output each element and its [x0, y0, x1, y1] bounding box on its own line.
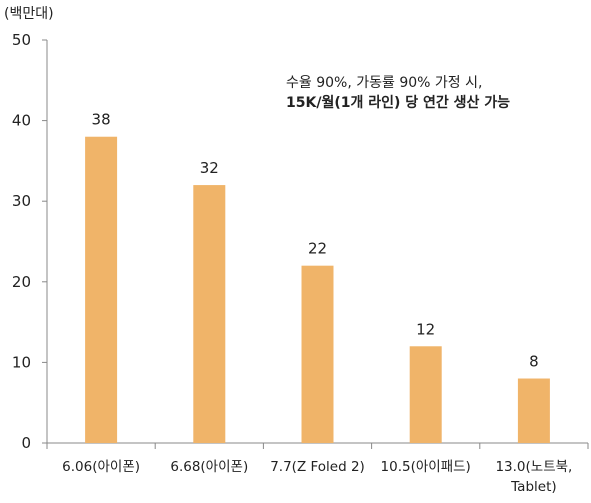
y-tick-label: 10: [12, 353, 31, 371]
x-category-label: 13.0(노트북,: [495, 459, 572, 475]
bar-value-label: 12: [416, 320, 435, 338]
bar: [301, 265, 334, 443]
x-category-label: 10.5(아이패드): [381, 459, 471, 475]
bar: [193, 185, 226, 443]
y-tick-label: 40: [12, 112, 31, 130]
y-axis-unit-label: (백만대): [4, 6, 54, 22]
x-category-label: Tablet): [510, 479, 556, 495]
annotation-line-2: 15K/월(1개 라인) 당 연간 생산 가능: [286, 95, 511, 111]
annotation-line-1: 수율 90%, 가동률 90% 가정 시,: [286, 75, 483, 91]
bar: [517, 378, 550, 443]
y-tick-label: 50: [12, 31, 31, 49]
x-category-label: 7.7(Z Foled 2): [270, 459, 365, 475]
y-tick-label: 0: [21, 434, 31, 452]
bar-value-label: 8: [529, 353, 539, 371]
bar-value-label: 38: [92, 111, 111, 129]
bar: [409, 346, 442, 443]
x-category-label: 6.68(아이폰): [170, 459, 248, 475]
x-category-label: 6.06(아이폰): [62, 459, 140, 475]
bar-value-label: 32: [200, 159, 219, 177]
bar: [85, 136, 118, 443]
y-tick-label: 20: [12, 273, 31, 291]
y-tick-label: 30: [12, 192, 31, 210]
bar-value-label: 22: [308, 240, 327, 258]
